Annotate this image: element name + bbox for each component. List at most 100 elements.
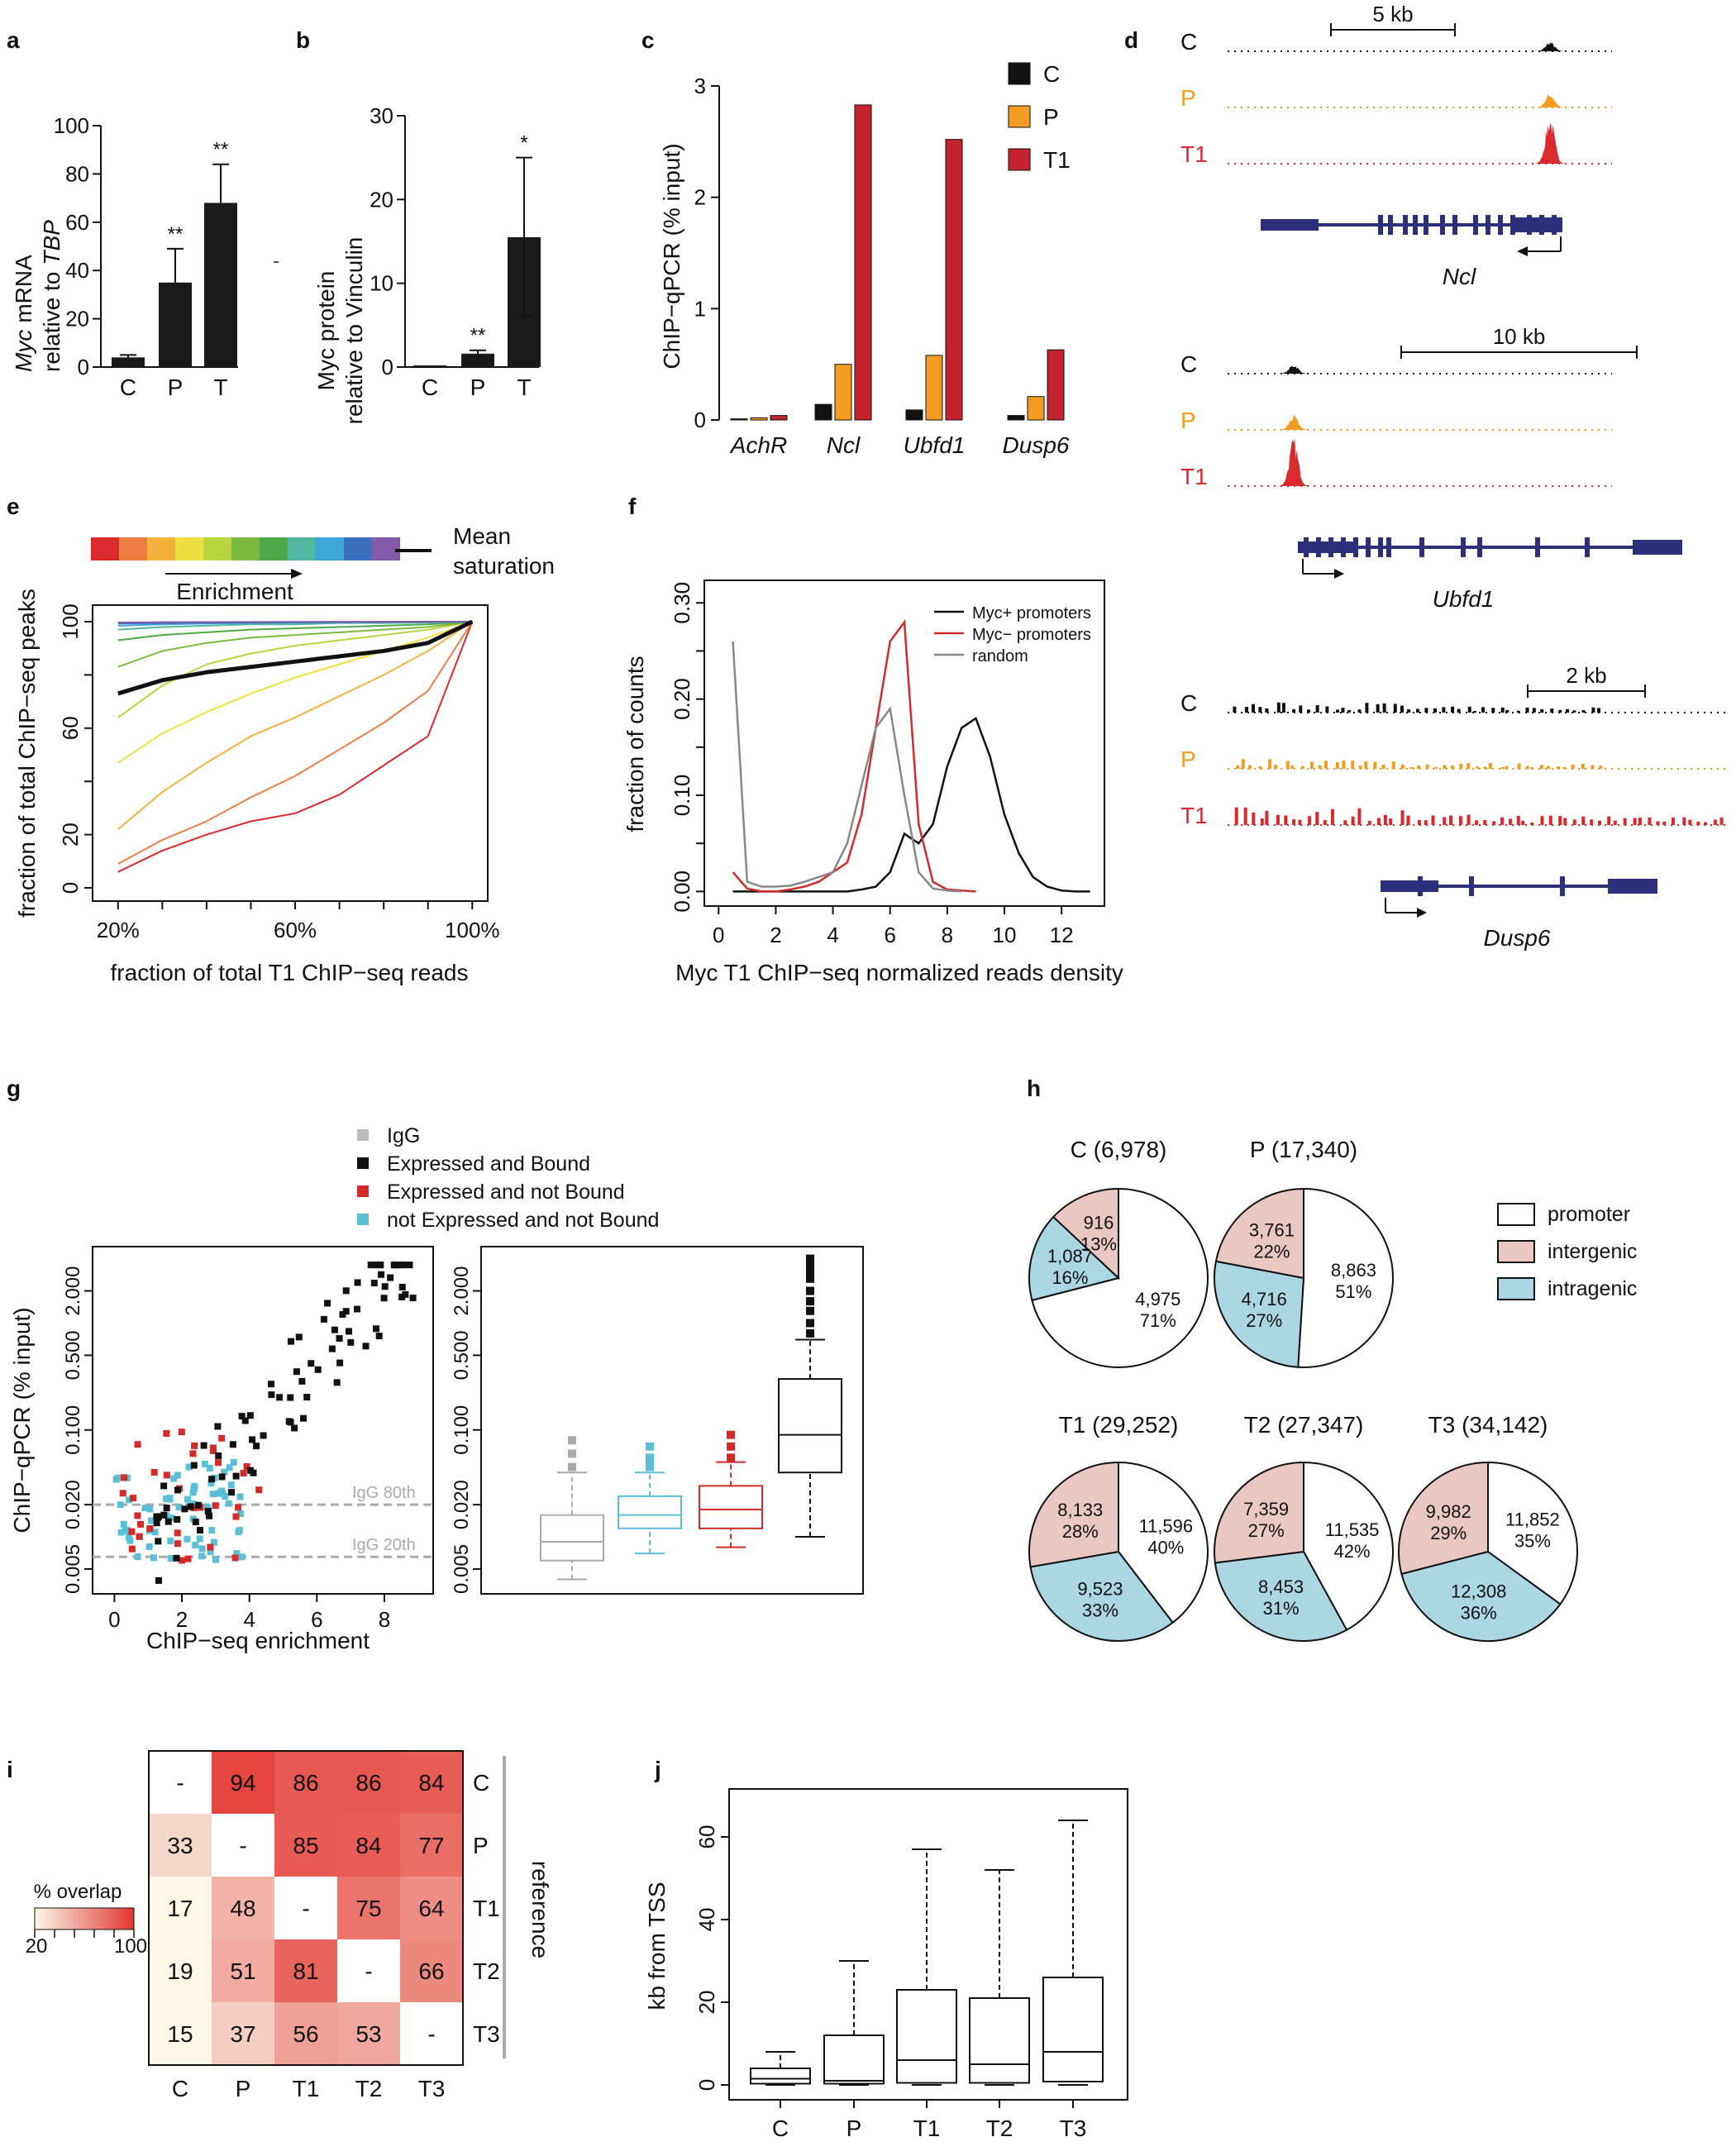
panel-f: f 0 2 4 6 8 10 12 0.00 0.10 0.20 0.30 fraction of co…	[622, 494, 1123, 985]
coverage-bar	[1325, 706, 1329, 713]
scatter-point	[287, 1419, 294, 1426]
scatter-point	[196, 1535, 203, 1543]
scatter-point	[117, 1501, 124, 1509]
column-label: C	[172, 2076, 188, 2101]
coverage-bar	[1443, 765, 1447, 769]
coverage-bar	[1431, 815, 1435, 825]
coverage-bar	[1381, 764, 1385, 769]
coverage-bar	[1383, 814, 1387, 825]
scatter-point	[331, 1326, 338, 1333]
gene-exon	[1378, 537, 1383, 557]
slice-count: 11,535	[1325, 1519, 1380, 1540]
column-label: P	[236, 2076, 251, 2101]
coverage-bar	[1546, 766, 1550, 769]
heatmap-value: -	[239, 1833, 246, 1858]
coverage-bar	[1342, 760, 1346, 769]
y-axis-label: relative to Vinculin	[341, 237, 367, 425]
pie-slice-promoter	[1487, 1461, 1578, 1605]
y-tick-label: 20	[694, 1991, 719, 2015]
coverage-bar	[1540, 816, 1544, 825]
scatter-point	[391, 1262, 398, 1269]
scatter-point	[126, 1496, 133, 1504]
coverage-bar	[1638, 818, 1642, 825]
significance: **	[168, 223, 184, 246]
scatter-point	[163, 1429, 170, 1437]
gene-exon	[1440, 215, 1445, 235]
scatter-point	[134, 1512, 141, 1519]
heatmap-value: 51	[230, 1958, 255, 1984]
bar-P	[159, 282, 192, 367]
pie-slice-promoter	[1297, 1187, 1394, 1368]
coverage-bar	[1331, 808, 1335, 825]
heatmap-value: 19	[167, 1958, 193, 1984]
density-line	[732, 619, 976, 893]
heatmap-value: 53	[355, 2021, 381, 2047]
coverage-bar	[1597, 708, 1601, 713]
scatter-point	[192, 1542, 199, 1549]
panel-letter: b	[296, 27, 310, 53]
scatter-point	[150, 1468, 158, 1476]
x-axis-label: Myc T1 ChIP−seq normalized reads density	[675, 960, 1123, 985]
scatter-point	[339, 1311, 346, 1319]
coverage-bar	[1347, 710, 1352, 713]
heatmap-value: -	[176, 1770, 184, 1796]
scatter-point	[320, 1315, 327, 1323]
colorbar-title: % overlap	[34, 1881, 122, 1903]
heatmap-cell	[212, 1751, 274, 1814]
x-tick-label: 20%	[97, 918, 140, 942]
reference-label: reference	[527, 1861, 553, 1958]
coverage-bar	[1298, 819, 1302, 825]
coverage-bar	[1291, 818, 1295, 825]
scatter-point	[362, 1343, 370, 1350]
scatter-point	[201, 1460, 208, 1467]
scatter-point	[170, 1475, 178, 1482]
heatmap-value: 64	[418, 1896, 444, 1921]
y-axis-label: ChIP−qPCR (% input)	[9, 1307, 35, 1533]
scatter-point	[238, 1413, 246, 1420]
bar-Ubfd1-P	[925, 355, 943, 421]
y-axis-label: kb from TSS	[644, 1882, 670, 2010]
box	[778, 1378, 842, 1474]
coverage-bar	[1376, 818, 1381, 825]
coverage-bar	[1258, 766, 1262, 769]
colorbar-max: 100	[114, 1935, 147, 1958]
scatter-point	[198, 1553, 206, 1560]
y-axis-label: Myc protein	[313, 271, 339, 391]
x-tick-label: T	[517, 374, 531, 400]
gene-label: Ncl	[1443, 264, 1476, 289]
scatter-point	[208, 1527, 216, 1534]
slice-count: 3,761	[1249, 1219, 1295, 1240]
coverage-bar	[1558, 816, 1562, 825]
gene-exon	[1419, 537, 1424, 557]
coverage-bar	[1351, 816, 1355, 825]
scatter-point	[215, 1452, 222, 1459]
scatter-point	[215, 1459, 222, 1467]
scatter-point	[153, 1519, 160, 1527]
slice-count: 12,308	[1451, 1581, 1506, 1601]
coverage-bar	[1548, 815, 1552, 825]
gene-exon	[1353, 537, 1358, 557]
coverage-bar	[1500, 817, 1505, 825]
legend-label: Expressed and not Bound	[387, 1181, 625, 1204]
y-tick-label: 60	[65, 210, 89, 235]
bar-Ncl-T1	[854, 104, 872, 421]
peak	[1276, 365, 1312, 374]
slice-percent: 33%	[1082, 1600, 1118, 1620]
coverage-bar	[1284, 815, 1288, 825]
x-tick-label: 4	[827, 923, 838, 947]
scatter-point	[402, 1290, 409, 1298]
y-tick-label: 20	[370, 187, 393, 212]
heatmap-cell	[149, 1814, 212, 1877]
series-line	[117, 621, 473, 718]
gene-exon	[1469, 876, 1474, 896]
box-outlier	[806, 1274, 814, 1283]
coverage-bar	[1530, 767, 1534, 769]
x-axis-label: fraction of total T1 ChIP−seq reads	[111, 960, 469, 985]
coverage-bar	[1633, 818, 1637, 825]
box	[750, 2068, 811, 2085]
heatmap-cell	[337, 2002, 400, 2065]
y-axis-label: ChIP−qPCR (% input)	[659, 143, 684, 369]
gene-exon	[1473, 215, 1478, 235]
x-tick-label: Ubfd1	[904, 432, 966, 458]
